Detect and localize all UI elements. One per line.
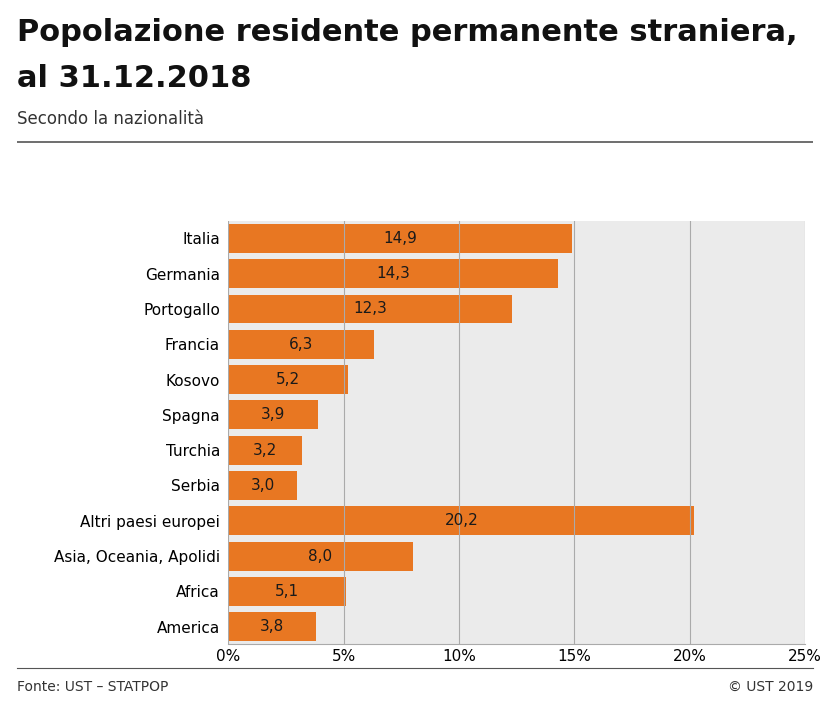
Text: al 31.12.2018: al 31.12.2018 [17, 64, 251, 93]
Bar [228, 506, 695, 535]
Text: 3,9: 3,9 [261, 407, 286, 422]
Text: © UST 2019: © UST 2019 [728, 680, 813, 694]
Text: Popolazione residente permanente straniera,: Popolazione residente permanente stranie… [17, 18, 798, 47]
Bar [228, 224, 572, 253]
Text: 3,2: 3,2 [253, 443, 277, 458]
Text: 20,2: 20,2 [444, 513, 478, 528]
Text: 3,0: 3,0 [251, 478, 275, 493]
Text: 12,3: 12,3 [354, 301, 387, 316]
Text: 5,2: 5,2 [276, 372, 300, 387]
Bar [228, 295, 512, 323]
Text: 5,1: 5,1 [275, 584, 299, 599]
Text: 8,0: 8,0 [309, 549, 333, 564]
Bar [228, 330, 374, 359]
Bar [228, 365, 349, 394]
Bar [228, 471, 297, 500]
Text: Secondo la nazionalità: Secondo la nazionalità [17, 110, 203, 128]
Text: 14,3: 14,3 [376, 266, 410, 281]
Bar [228, 542, 413, 570]
Bar [228, 436, 302, 465]
Bar [228, 259, 559, 288]
Bar [228, 577, 346, 606]
Text: Fonte: UST – STATPOP: Fonte: UST – STATPOP [17, 680, 168, 694]
Text: 14,9: 14,9 [383, 231, 417, 246]
Bar [228, 612, 316, 642]
Text: 3,8: 3,8 [260, 619, 284, 634]
Bar [228, 400, 318, 429]
Text: 6,3: 6,3 [289, 337, 313, 352]
